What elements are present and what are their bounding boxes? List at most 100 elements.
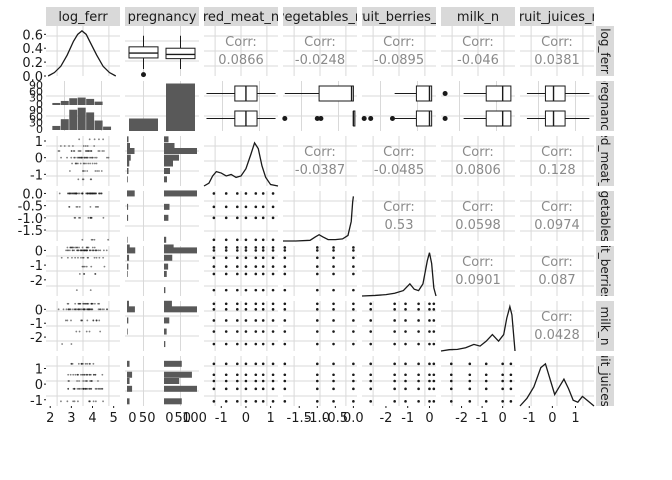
- scatter-point: [244, 342, 248, 346]
- scatter-point: [484, 387, 488, 391]
- scatter-point: [107, 156, 110, 159]
- facet-bar: [164, 168, 170, 174]
- scatter-point: [271, 308, 275, 311]
- scatter-point: [75, 289, 78, 292]
- scatter-point: [66, 302, 69, 305]
- scatter-point: [283, 256, 287, 260]
- scatter-point: [79, 216, 82, 219]
- scatter-point: [432, 308, 436, 311]
- x-tick-label: 0: [499, 411, 507, 426]
- scatter-point: [236, 379, 239, 383]
- scatter-point: [95, 249, 98, 252]
- scatter-point: [79, 249, 82, 252]
- scatter-point: [69, 373, 72, 376]
- corr-label: Corr:: [462, 255, 494, 270]
- scatter-point: [82, 256, 85, 259]
- scatter-point: [84, 380, 87, 382]
- scatter-point: [244, 249, 248, 252]
- scatter-point: [212, 400, 216, 403]
- row-strip-label: fruit_berries_n: [598, 228, 612, 314]
- scatter-point: [70, 192, 73, 195]
- scatter-point: [84, 170, 86, 172]
- scatter-point: [66, 256, 69, 259]
- scatter-point: [404, 373, 407, 377]
- scatter-point: [271, 265, 275, 268]
- scatter-point: [254, 302, 258, 306]
- facet-bar: [127, 190, 135, 197]
- scatter-point: [212, 302, 216, 306]
- x-tick-label: 3: [67, 411, 75, 426]
- panel: [362, 191, 436, 241]
- faceted-bars: [127, 190, 197, 243]
- scatter-point: [244, 265, 248, 268]
- scatter-point: [212, 256, 216, 260]
- scatter-point: [86, 362, 89, 365]
- scatter-point: [212, 205, 216, 209]
- scatter-point: [404, 308, 407, 311]
- scatter-point: [404, 387, 407, 391]
- scatter-point: [261, 379, 265, 383]
- corr-value: -0.046: [457, 53, 499, 68]
- scatter-point: [236, 400, 239, 403]
- scatter-point: [315, 265, 319, 268]
- x-tick-label: 50: [139, 411, 156, 426]
- scatter-point: [369, 373, 373, 377]
- scatter-point: [224, 238, 228, 242]
- scatter-point: [212, 362, 216, 366]
- scatter-point: [352, 265, 355, 268]
- row-strip: [596, 356, 614, 406]
- scatter-point: [315, 288, 319, 292]
- scatter-point: [98, 302, 101, 305]
- scatter-point: [92, 319, 95, 322]
- scatter-point: [224, 249, 228, 252]
- scatter-point: [74, 308, 77, 311]
- scatter-panel: [57, 138, 110, 181]
- scatter-point: [417, 330, 420, 333]
- correlation-panel: Corr: 0.0901: [455, 255, 501, 288]
- scatter-point: [404, 330, 407, 333]
- panel: [283, 301, 357, 351]
- scatter-point: [101, 150, 104, 152]
- scatter-point: [77, 400, 79, 403]
- scatter-point: [315, 246, 319, 249]
- scatter-point: [254, 256, 258, 260]
- scatter-panel: [283, 362, 355, 403]
- scatter-point: [78, 302, 81, 305]
- facet-bar: [164, 244, 174, 251]
- panel: [441, 26, 515, 76]
- panel: [441, 136, 515, 186]
- scatter-point: [428, 302, 431, 306]
- scatter-point: [75, 205, 78, 208]
- scatter-point: [97, 205, 100, 208]
- y-tick-label: -1: [30, 168, 43, 183]
- scatter-point: [271, 379, 275, 383]
- scatter-point: [254, 362, 258, 366]
- scatter-point: [93, 138, 96, 141]
- scatter-point: [74, 162, 77, 165]
- scatter-point: [73, 150, 76, 152]
- scatter-point: [72, 400, 75, 403]
- scatter-point: [63, 145, 66, 147]
- scatter-point: [58, 192, 61, 195]
- scatter-point: [83, 273, 85, 275]
- scatter-point: [65, 249, 67, 252]
- scatter-point: [90, 178, 93, 181]
- facet-bar: [164, 385, 197, 392]
- scatter-point: [393, 362, 396, 366]
- corr-value: 0.0428: [534, 328, 580, 343]
- scatter-point: [70, 156, 73, 159]
- scatter-point: [393, 308, 396, 311]
- scatter-point: [224, 319, 228, 322]
- scatter-point: [261, 319, 265, 322]
- scatter-point: [88, 138, 91, 141]
- scatter-panel: [212, 246, 275, 292]
- panel: [283, 136, 357, 186]
- scatter-point: [283, 246, 287, 249]
- scatter-point: [432, 362, 436, 366]
- scatter-point: [404, 302, 407, 306]
- panel: [204, 246, 278, 296]
- panel: [520, 26, 594, 76]
- scatter-point: [271, 400, 275, 403]
- scatter-point: [332, 319, 335, 322]
